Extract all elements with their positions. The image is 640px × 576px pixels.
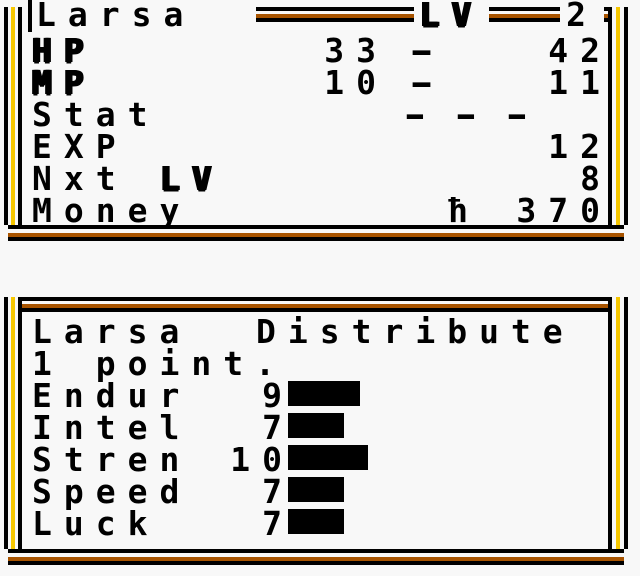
hp-label: HP (32, 31, 96, 70)
stat-row-stren[interactable]: Stren 10 (22, 440, 608, 479)
points-row: 1 point. (22, 344, 608, 383)
frame-right-edge (608, 297, 628, 549)
mp-separator: - (404, 63, 460, 102)
points-remaining-text: 1 point. (32, 344, 287, 383)
stat-label: Stat (32, 95, 160, 134)
money-label: Money (32, 191, 192, 230)
mp-row: MP 10 - 11 (22, 63, 608, 102)
luck-label: Luck (32, 504, 160, 543)
mp-label: MP (32, 63, 96, 102)
speed-label: Speed (32, 472, 192, 511)
endur-stat-bar (288, 381, 360, 406)
title-rule-segment (256, 0, 414, 32)
luck-stat-bar (288, 509, 344, 534)
frame-left-edge (4, 7, 22, 225)
distribute-window: Larsa Distribute 1 point. Endur 9 Intel … (4, 297, 628, 565)
next-level-value: 8 (580, 159, 612, 198)
stren-value: 10 (230, 440, 294, 479)
currency-icon: ħ (448, 191, 480, 230)
status-window: Larsa LV 2 HP 33 - 42 MP 10 - 11 Stat --… (4, 0, 628, 241)
level-value: 2 (560, 0, 604, 32)
stat-row-endur[interactable]: Endur 9 (22, 376, 608, 415)
distribute-header-row: Larsa Distribute (22, 312, 608, 351)
exp-row: EXP 12 (22, 127, 608, 166)
next-level-row: Nxt LV 8 (22, 159, 608, 198)
hp-current: 33 (324, 31, 388, 70)
frame-bottom-edge (8, 549, 624, 565)
exp-label: EXP (32, 127, 128, 166)
character-name: Larsa (28, 0, 256, 32)
hp-separator: - (404, 31, 460, 70)
frame-left-edge (4, 297, 22, 549)
speed-stat-bar (288, 477, 344, 502)
frame-bottom-edge (8, 225, 624, 241)
next-level-label: Nxt (32, 159, 128, 198)
intel-label: Intel (32, 408, 192, 447)
distribute-action-label: Distribute (256, 312, 575, 351)
intel-stat-bar (288, 413, 344, 438)
speed-value: 7 (262, 472, 294, 511)
stren-label: Stren (32, 440, 192, 479)
next-level-lv-label: LV (160, 159, 224, 198)
distribute-character-name: Larsa (32, 312, 192, 351)
intel-value: 7 (262, 408, 294, 447)
status-window-titlebar: Larsa LV 2 (4, 0, 628, 32)
frame-right-edge (608, 7, 628, 225)
luck-value: 7 (262, 504, 294, 543)
money-value: 370 (516, 191, 612, 230)
endur-label: Endur (32, 376, 192, 415)
stren-stat-bar (288, 445, 368, 470)
hp-row: HP 33 - 42 (22, 31, 608, 70)
stat-row-luck[interactable]: Luck 7 (22, 504, 608, 543)
stat-row-speed[interactable]: Speed 7 (22, 472, 608, 511)
frame-top-edge (8, 297, 624, 312)
mp-max: 11 (548, 63, 612, 102)
mp-current: 10 (324, 63, 388, 102)
money-row: Money ħ 370 (22, 191, 608, 230)
level-label: LV (414, 0, 489, 32)
stat-row-intel[interactable]: Intel 7 (22, 408, 608, 447)
endur-value: 9 (262, 376, 294, 415)
status-rows: HP 33 - 42 MP 10 - 11 Stat --- EXP 12 Nx… (22, 32, 608, 228)
distribute-rows: Larsa Distribute 1 point. Endur 9 Intel … (22, 312, 608, 541)
exp-value: 12 (548, 127, 612, 166)
hp-max: 42 (548, 31, 612, 70)
title-rule-segment (489, 0, 560, 32)
stat-value: --- (399, 95, 552, 134)
stat-row: Stat --- (22, 95, 608, 134)
